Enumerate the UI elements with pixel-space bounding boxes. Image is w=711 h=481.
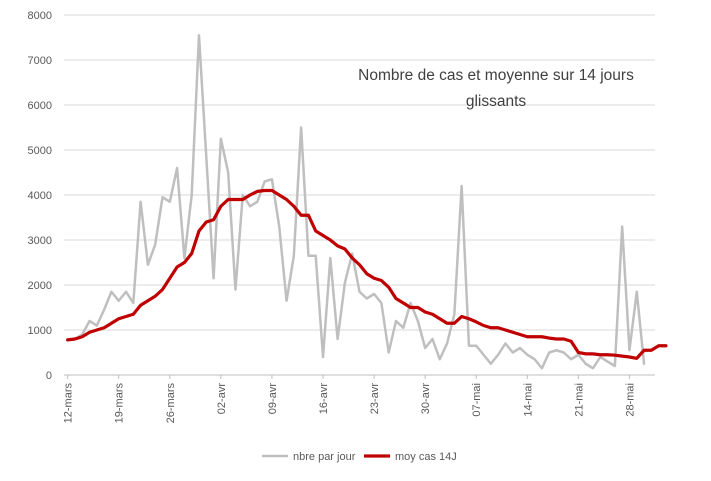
y-tick-label: 7000: [28, 55, 52, 67]
x-tick-label: 09-avr: [267, 383, 279, 415]
x-tick-label: 21-mai: [573, 383, 585, 417]
x-tick-label: 12-mars: [63, 383, 75, 424]
y-tick-label: 5000: [28, 145, 52, 157]
series-line-avg14: [66, 188, 668, 360]
x-tick-label: 02-avr: [216, 383, 228, 415]
x-tick-label: 28-mai: [624, 383, 636, 417]
x-tick-label: 16-avr: [318, 383, 330, 415]
x-tick-label: 14-mai: [522, 383, 534, 417]
series-layer: [66, 34, 668, 370]
chart-title: Nombre de cas et moyenne sur 14 jours gli…: [358, 67, 634, 110]
x-tick-label: 07-mai: [471, 383, 483, 417]
y-tick-label: 1000: [28, 325, 52, 337]
grid-layer: [64, 14, 655, 376]
chart-title-line: Nombre de cas et moyenne sur 14 jours: [358, 67, 634, 84]
y-tick-label: 2000: [28, 280, 52, 292]
x-tick-label: 19-mars: [114, 383, 126, 424]
legend-label: moy cas 14J: [395, 451, 457, 463]
y-tick-label: 0: [46, 370, 52, 382]
y-tick-label: 4000: [28, 190, 52, 202]
x-tick-label: 26-mars: [165, 383, 177, 424]
y-tick-label: 6000: [28, 100, 52, 112]
legend: nbre par jour moy cas 14J: [262, 451, 457, 463]
x-tick-label: 30-avr: [420, 383, 432, 415]
x-axis-ticks: 12-mars 19-mars 26-mars 02-avr 09-avr 16-avr 2…: [63, 375, 636, 424]
legend-label: nbre par jour: [293, 451, 356, 463]
y-tick-label: 3000: [28, 235, 52, 247]
chart-title-line: glissants: [466, 93, 527, 110]
y-tick-label: 8000: [28, 10, 52, 22]
y-axis-ticks: 0 1000 2000 3000 4000 5000 6000 7000 8000: [28, 10, 52, 382]
series-line-daily: [66, 34, 646, 370]
x-tick-label: 23-avr: [369, 383, 381, 415]
